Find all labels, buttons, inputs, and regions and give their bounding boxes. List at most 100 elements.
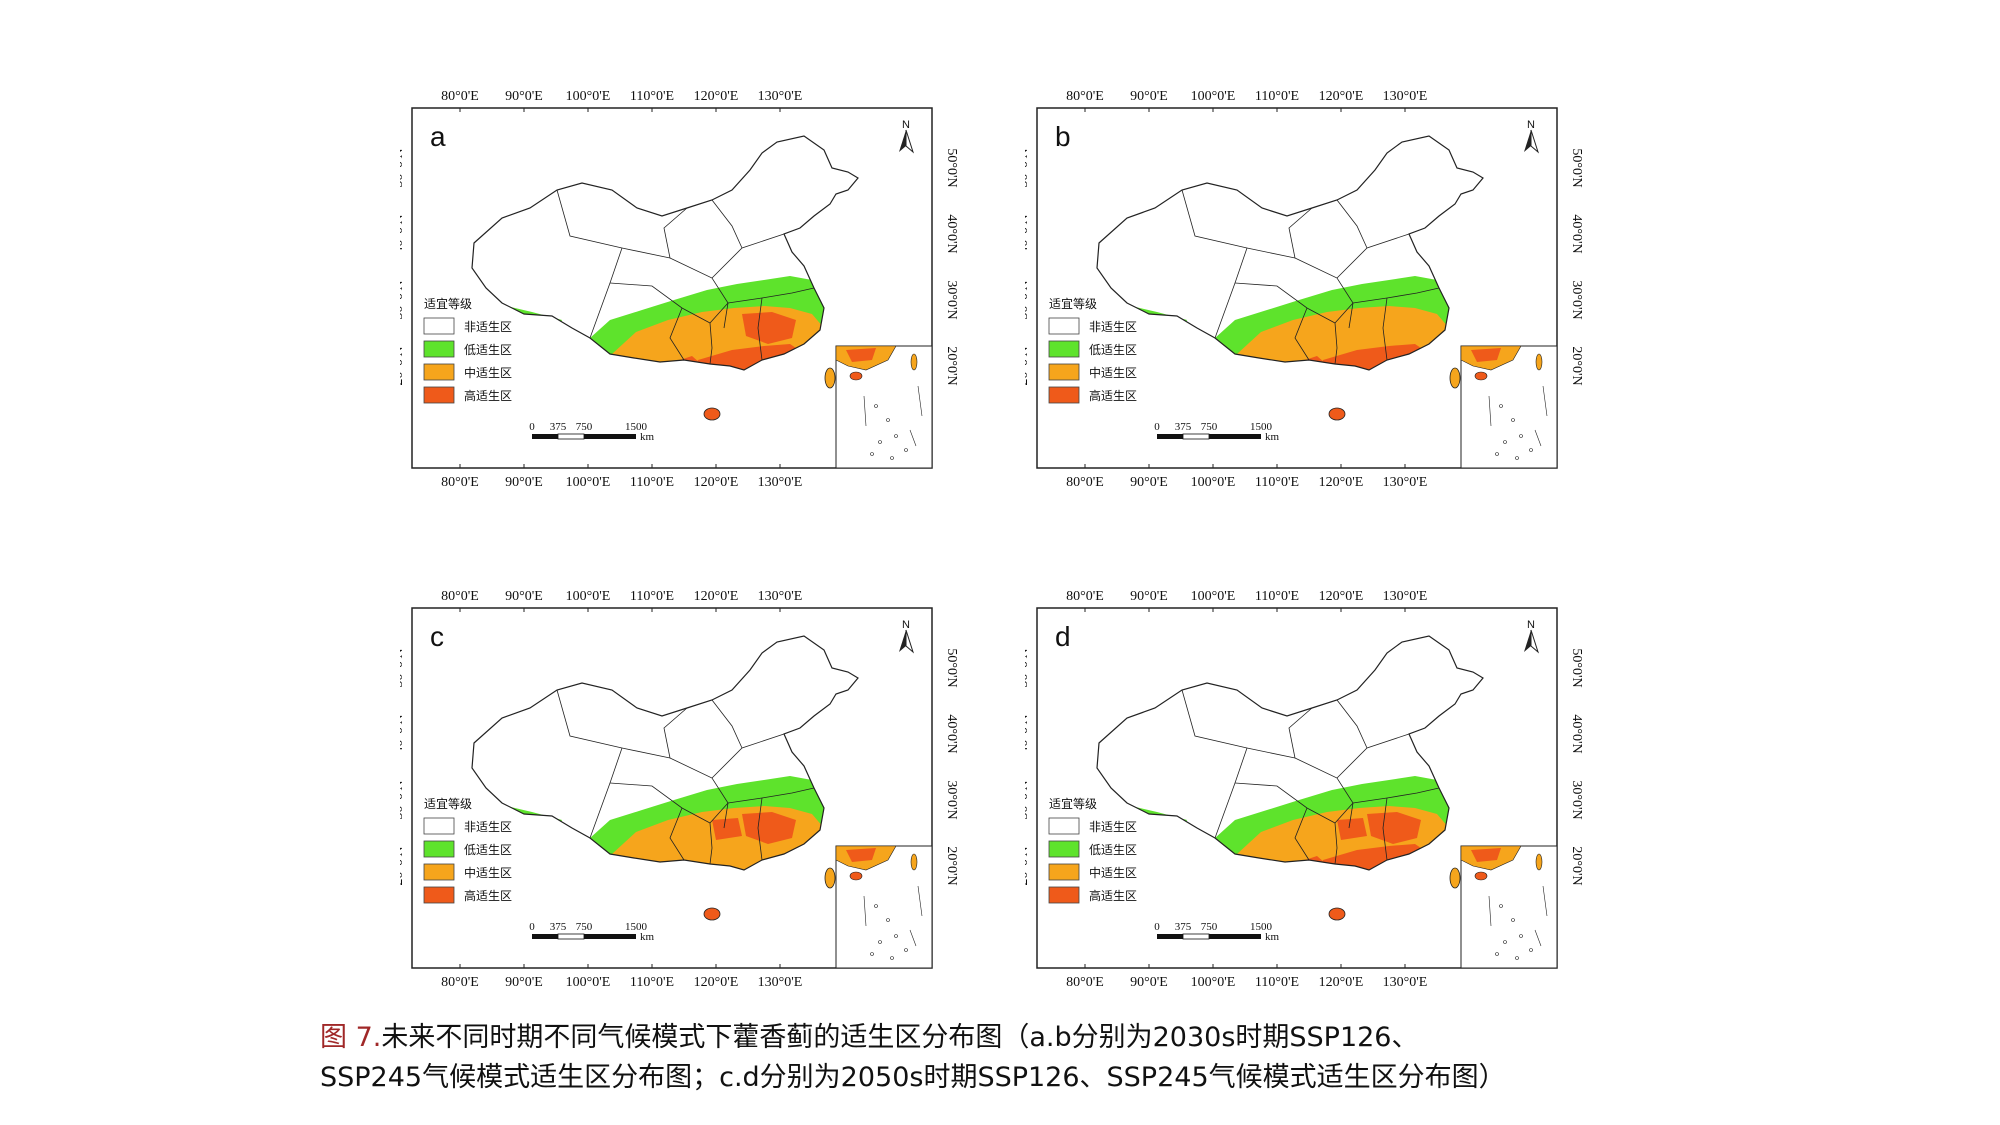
- hainan-island: [703, 907, 721, 921]
- lon-tick-bottom: 110°0'E: [630, 975, 674, 990]
- legend-swatch: [1048, 340, 1080, 358]
- lat-tick-left: 50°0'N: [400, 648, 406, 687]
- scale-tick: 0: [1154, 921, 1160, 933]
- lat-tick-right: 20°0'N: [1569, 846, 1584, 885]
- zone-high: [1367, 812, 1421, 844]
- legend-label: 低适生区: [464, 843, 512, 857]
- scale-seg: [532, 434, 558, 439]
- province-border: [709, 322, 713, 365]
- province-border: [1334, 822, 1338, 865]
- lat-tick-right: 50°0'N: [1569, 148, 1584, 187]
- lat-tick-right: 30°0'N: [1569, 780, 1584, 819]
- north-label: N: [902, 619, 910, 631]
- province-border: [1294, 807, 1310, 861]
- lon-tick-top: 120°0'E: [1319, 589, 1364, 604]
- scale-tick: 750: [576, 921, 593, 933]
- inset-island: [1503, 940, 1507, 944]
- legend-swatch: [1048, 317, 1080, 335]
- lat-tick-right: 30°0'N: [944, 280, 959, 319]
- legend-title: 适宜等级: [1049, 796, 1097, 811]
- inset-hainan: [849, 371, 863, 381]
- inset-island: [894, 434, 898, 438]
- inset-hainan: [1474, 871, 1488, 881]
- legend-swatch: [1048, 886, 1080, 904]
- china-border: [1096, 635, 1484, 871]
- lon-tick-bottom: 120°0'E: [694, 475, 739, 490]
- lon-tick-top: 120°0'E: [694, 589, 739, 604]
- zone-high: [742, 812, 796, 844]
- lon-tick-bottom: 90°0'E: [1130, 475, 1168, 490]
- map-group: 80°0'E 80°0'E 90°0'E 90°0'E 100°0'E 100°0'E 11…: [1025, 89, 1584, 490]
- legend-label: 中适生区: [464, 365, 512, 380]
- north-arrow-left: [899, 630, 906, 652]
- inset-island: [1499, 904, 1503, 908]
- scale-unit: km: [1265, 431, 1280, 443]
- lon-tick-top: 80°0'E: [441, 89, 479, 104]
- north-arrow-right: [1530, 629, 1540, 654]
- lon-tick-bottom: 130°0'E: [758, 475, 803, 490]
- lon-tick-bottom: 90°0'E: [505, 475, 543, 490]
- scale-seg: [1157, 434, 1183, 439]
- lat-tick-right: 30°0'N: [1569, 280, 1584, 319]
- hainan-island: [1328, 407, 1346, 421]
- taiwan-island: [824, 367, 836, 389]
- lon-tick-top: 130°0'E: [1383, 589, 1428, 604]
- map-svg: 80°0'E 80°0'E 90°0'E 90°0'E 100°0'E 100°0'E 11…: [400, 589, 959, 990]
- province-border: [556, 689, 671, 759]
- lon-tick-top: 100°0'E: [566, 589, 611, 604]
- legend-swatch: [423, 340, 455, 358]
- lat-tick-left: 20°0'N: [1025, 346, 1031, 385]
- legend-label: 中适生区: [464, 865, 512, 880]
- province-border: [1294, 757, 1354, 829]
- lon-tick-bottom: 80°0'E: [441, 975, 479, 990]
- inset-island: [1515, 456, 1519, 460]
- lat-tick-right: 50°0'N: [1569, 648, 1584, 687]
- scale-tick: 375: [1175, 421, 1192, 433]
- legend-swatch: [1048, 363, 1080, 381]
- lon-tick-top: 80°0'E: [441, 589, 479, 604]
- lon-tick-bottom: 80°0'E: [1066, 475, 1104, 490]
- province-border: [669, 257, 729, 329]
- province-border: [1294, 307, 1310, 361]
- map-group: 80°0'E 80°0'E 90°0'E 90°0'E 100°0'E 100°0'E 11…: [400, 89, 959, 490]
- province-border: [1352, 787, 1440, 804]
- province-border: [1234, 282, 1336, 324]
- lat-tick-left: 40°0'N: [1025, 714, 1031, 753]
- lon-tick-top: 100°0'E: [1191, 89, 1236, 104]
- lon-tick-bottom: 130°0'E: [758, 975, 803, 990]
- inset-taiwan: [1535, 853, 1543, 871]
- lat-tick-left: 30°0'N: [1025, 780, 1031, 819]
- province-border: [609, 282, 711, 324]
- legend-swatch: [1048, 840, 1080, 858]
- map-panel-d: 80°0'E 80°0'E 90°0'E 90°0'E 100°0'E 100°0'E 11…: [1025, 580, 1645, 990]
- lon-tick-top: 90°0'E: [505, 589, 543, 604]
- lat-tick-right: 20°0'N: [944, 346, 959, 385]
- scale-tick: 1500: [625, 921, 648, 933]
- province-border: [711, 699, 743, 749]
- inset-island: [1511, 918, 1515, 922]
- north-arrow-left: [1524, 130, 1531, 152]
- lon-tick-bottom: 80°0'E: [441, 475, 479, 490]
- legend-label: 非适生区: [1089, 320, 1137, 334]
- province-border: [663, 207, 688, 259]
- panel-letter: c: [430, 621, 444, 652]
- zone-high: [742, 312, 796, 344]
- scale-seg: [1182, 933, 1210, 940]
- scale-tick: 1500: [1250, 421, 1273, 433]
- legend-label: 低适生区: [1089, 343, 1137, 357]
- scale-tick: 375: [550, 921, 567, 933]
- lon-tick-top: 90°0'E: [1130, 89, 1168, 104]
- legend-label: 非适生区: [464, 820, 512, 834]
- inset-island: [886, 918, 890, 922]
- north-label: N: [1527, 619, 1535, 631]
- china-border: [471, 635, 859, 871]
- scale-seg: [557, 933, 585, 940]
- inset-island: [870, 952, 874, 956]
- inset-island: [904, 448, 908, 452]
- lon-tick-bottom: 130°0'E: [1383, 475, 1428, 490]
- lon-tick-bottom: 100°0'E: [566, 975, 611, 990]
- panel-letter: a: [430, 121, 446, 152]
- province-border: [1382, 797, 1388, 861]
- lon-tick-bottom: 110°0'E: [1255, 975, 1299, 990]
